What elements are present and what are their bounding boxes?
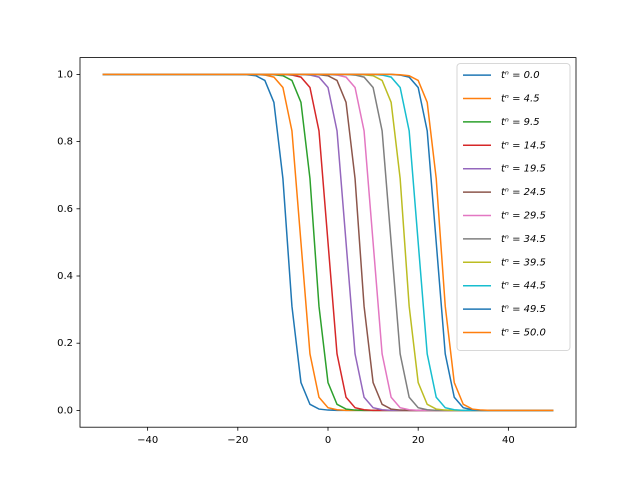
x-tick-label: −20 (227, 435, 248, 446)
legend-label: tⁿ = 19.5 (501, 164, 546, 175)
series-line (102, 73, 554, 412)
x-tick-label: 20 (412, 435, 425, 446)
axes-frame (79, 57, 577, 428)
legend: tⁿ = 0.0 tⁿ = 4.5 tⁿ = 9.5 tⁿ = 14.5 tⁿ = 19… (456, 63, 571, 351)
y-tick-label: 0.6 (57, 204, 73, 215)
x-tick-label: −40 (137, 435, 158, 446)
legend-label: tⁿ = 4.5 (501, 94, 540, 105)
legend-label: tⁿ = 29.5 (501, 211, 546, 222)
y-tick-label: 0.0 (57, 405, 73, 416)
legend-label: tⁿ = 0.0 (501, 70, 540, 81)
legend-box (456, 63, 571, 351)
y-tick-label: 0.4 (57, 271, 73, 282)
y-tick-label: 0.2 (57, 338, 73, 349)
y-tick-label: 1.0 (57, 69, 73, 80)
y-tick-label: 0.8 (57, 137, 73, 148)
legend-label: tⁿ = 39.5 (501, 257, 546, 268)
legend-label: tⁿ = 34.5 (501, 234, 546, 245)
x-tick-label: 0 (325, 435, 331, 446)
legend-label: tⁿ = 44.5 (501, 281, 546, 292)
legend-label: tⁿ = 49.5 (501, 304, 546, 315)
legend-label: tⁿ = 14.5 (501, 140, 546, 151)
legend-label: tⁿ = 50.0 (501, 328, 546, 339)
legend-label: tⁿ = 24.5 (501, 187, 546, 198)
legend-label: tⁿ = 9.5 (501, 117, 540, 128)
x-tick-label: 40 (502, 435, 515, 446)
